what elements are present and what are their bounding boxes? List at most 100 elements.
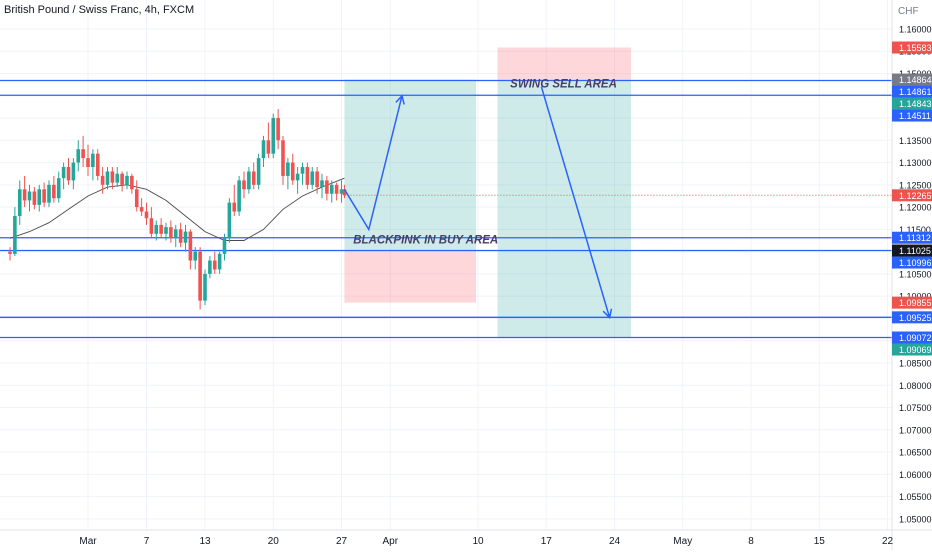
candle-body [329,184,334,194]
candle-body [81,149,85,159]
candle-body [27,191,32,201]
candle-body [242,180,246,190]
candle-body [232,202,237,212]
candle-body [52,184,56,199]
price-badge-label: 1.11312 [899,233,931,243]
price-badge [892,244,932,257]
candle-body [266,140,271,154]
candle-body [22,189,27,201]
candle-body [222,238,227,254]
moving-average-line [9,177,345,241]
candle-body [91,153,95,168]
price-tick-label: 1.11500 [899,225,931,235]
candle-body [286,162,290,176]
horizontal-levels [0,79,892,339]
candle-body [32,191,37,205]
candle-body [208,260,212,274]
price-badge [892,41,932,54]
price-badge-label: 1.09855 [899,298,932,308]
buy-target-zone [344,79,477,251]
candle-body [178,229,183,243]
price-badge-label: 1.14511 [899,111,931,121]
price-tick-label: 1.07500 [899,403,932,413]
price-badge [892,97,932,110]
price-badge-label: 1.09069 [899,345,932,355]
candle-body [66,167,71,181]
time-tick-label: 8 [748,536,754,547]
price-tick-label: 1.08500 [899,358,932,368]
price-badge [892,256,932,269]
time-tick-label: 22 [882,536,894,547]
time-tick-label: 10 [472,536,484,547]
candle-body [276,118,280,141]
candle-body [130,175,134,190]
candle-body [169,227,173,239]
price-badge-label: 1.12265 [899,191,932,201]
price-badge [892,73,932,86]
candle-body [149,218,154,234]
candle-body [42,189,46,203]
candle-body [281,140,285,176]
candle-body [61,167,66,179]
candle-body [261,140,266,159]
price-badge [892,109,932,122]
time-tick-label: 15 [814,536,826,547]
price-badge-label: 1.14861 [899,87,932,97]
candle-body [125,175,129,185]
price-badge-label: 1.15583 [899,43,932,53]
price-tick-label: 1.12000 [899,203,932,213]
candle-body [305,167,310,185]
candle-body [134,189,139,208]
candle-body [198,251,202,301]
annotation-text: SWING SELL AREA [510,79,617,91]
candle-body [271,118,276,154]
candle-body [110,171,115,183]
projection-path [540,86,611,318]
projection-path [343,95,403,232]
price-badge-label: 1.11025 [899,246,931,256]
candle-body [310,171,315,185]
price-badge [892,85,932,98]
time-tick-label: 17 [541,536,553,547]
candle-body [173,229,178,239]
candle-body [47,184,51,203]
time-tick-label: 24 [609,536,621,547]
candle-body [193,251,198,261]
time-tick-label: 20 [268,536,280,547]
projection-paths [343,86,613,320]
candle-body [295,173,300,181]
price-badge-label: 1.14843 [899,99,932,109]
candle-body [212,260,217,270]
candle-body [17,189,22,217]
time-tick-label: Mar [79,536,97,547]
candle-body [247,171,251,190]
candle-body [290,162,295,181]
currency-label: CHF [898,6,919,17]
candle-body [164,227,168,234]
sell-stop-zone [497,47,632,80]
candle-body [339,189,344,194]
buy-stop-zone [344,250,477,303]
price-tick-label: 1.16000 [899,24,932,34]
candle-body [76,149,81,163]
price-badge [892,343,932,356]
candle-body [237,180,241,212]
candle-body [120,173,124,185]
candle-body [144,211,149,219]
price-tick-label: 1.08000 [899,381,932,391]
candle-body [334,184,339,194]
time-tick-label: 13 [199,536,211,547]
time-tick-label: 7 [144,536,150,547]
projection-arrowhead [395,94,405,105]
candle-body [100,175,105,185]
candle-body [203,273,207,301]
candle-body [37,189,42,205]
symbol-title: British Pound / Swiss Franc, 4h, FXCM [4,4,195,16]
time-tick-label: 27 [336,536,348,547]
price-badge [892,231,932,244]
annotation-text: BLACKPINK IN BUY AREA [353,235,498,247]
price-tick-label: 1.13500 [899,136,932,146]
price-badge-label: 1.10996 [899,258,932,268]
